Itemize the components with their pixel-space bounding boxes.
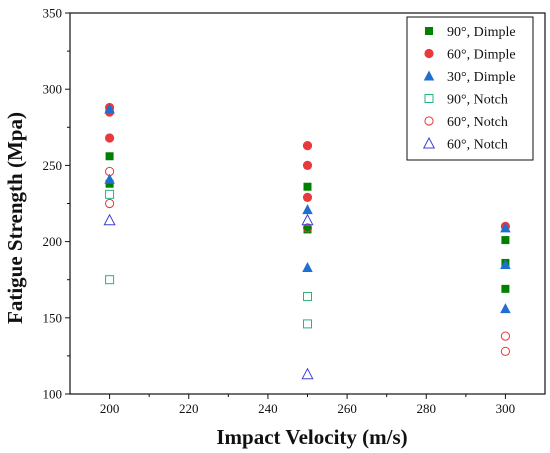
data-point	[303, 319, 312, 329]
data-point	[104, 173, 115, 184]
data-point	[500, 346, 511, 356]
legend-label: 90°, Notch	[447, 93, 508, 108]
data-point	[500, 258, 511, 269]
data-point	[105, 275, 115, 285]
data-point	[303, 225, 312, 234]
data-point	[303, 182, 312, 191]
data-point	[105, 179, 114, 188]
data-point	[104, 198, 115, 209]
data-point	[104, 133, 115, 143]
legend-box	[406, 16, 534, 161]
x-tick-label: 260	[337, 401, 357, 416]
data-point	[500, 303, 511, 314]
data-point	[500, 331, 511, 341]
data-point	[301, 213, 314, 226]
legend-label: 90°, Dimple	[447, 25, 516, 40]
legend-marker	[424, 94, 434, 103]
legend: 90°, Dimple 60°, Dimple 30°, Dimple 90°, No…	[406, 16, 534, 161]
legend-label: 60°, Notch	[447, 115, 508, 130]
x-tick-label: 300	[496, 401, 516, 416]
legend-label: 30°, Dimple	[447, 70, 516, 85]
legend-marker	[424, 48, 434, 59]
legend-marker	[423, 70, 435, 81]
data-point	[302, 223, 313, 233]
data-point	[301, 367, 314, 380]
y-axis-title: Fatigue Strength (Mpa)	[3, 112, 27, 324]
data-point	[103, 213, 116, 226]
x-axis-title: Impact Velocity (m/s)	[216, 425, 407, 449]
legend-label: 60°, Dimple	[447, 48, 516, 63]
y-tick-label: 150	[43, 310, 63, 325]
y-tick-label: 100	[43, 387, 63, 402]
y-tick-label: 250	[43, 158, 63, 173]
data-point	[104, 166, 115, 177]
x-tick-label: 220	[179, 401, 199, 416]
legend-marker	[425, 27, 433, 35]
y-tick-label: 300	[43, 82, 63, 97]
legend-marker	[424, 116, 434, 126]
x-tick-label: 200	[100, 401, 120, 416]
y-tick-label: 200	[43, 234, 63, 249]
data-point	[105, 152, 114, 161]
x-tick-label: 240	[258, 401, 278, 416]
data-point	[501, 236, 510, 245]
legend-label: 60°, Notch	[447, 138, 508, 153]
data-point	[302, 204, 313, 215]
data-point	[104, 103, 115, 114]
data-point	[302, 140, 313, 151]
data-point	[105, 189, 115, 199]
data-point	[500, 222, 511, 233]
data-point	[302, 262, 313, 273]
data-points	[103, 102, 511, 380]
y-tick-label: 350	[43, 6, 63, 21]
x-tick-label: 280	[417, 401, 437, 416]
data-point	[303, 291, 312, 301]
legend-marker	[422, 136, 436, 149]
data-point	[501, 284, 510, 293]
data-point	[302, 192, 313, 203]
data-point	[302, 160, 313, 170]
axes: 200 220 240 260 280 300 100 150 200 250 300 350	[43, 6, 546, 416]
